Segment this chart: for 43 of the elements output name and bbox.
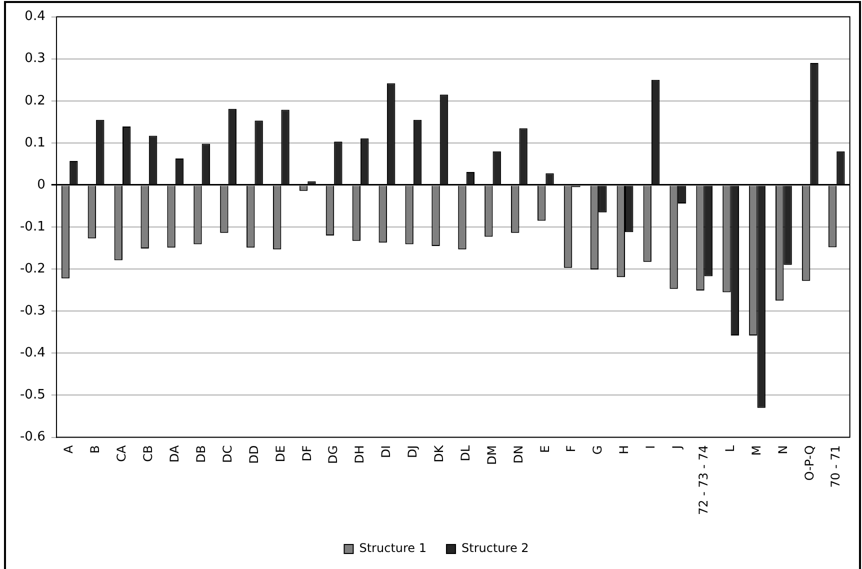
x-tick-label: I (644, 445, 658, 449)
x-tick-label: H (617, 445, 632, 454)
x-tick-label: DL (458, 444, 472, 462)
x-tick-label: B (88, 445, 102, 454)
y-tick-label: -0.4 (20, 346, 46, 361)
x-tick-label: DA (168, 444, 182, 463)
x-tick-label: DC (220, 445, 234, 463)
y-tick-label: 0.1 (24, 135, 46, 150)
x-tick-label: J (670, 445, 684, 450)
x-tick-label: DN (511, 445, 526, 464)
y-tick-label: -0.6 (20, 430, 46, 445)
y-tick-label: 0.2 (24, 93, 46, 108)
x-tick-label: DD (246, 445, 261, 464)
x-tick-label: DB (194, 445, 208, 463)
x-tick-label: DJ (406, 445, 420, 458)
x-tick-label: DE (273, 445, 288, 462)
x-tick-label: CA (114, 444, 129, 462)
y-tick-label: -0.2 (20, 261, 46, 276)
x-tick-label: CB (141, 445, 156, 462)
y-tick-label: 0 (37, 177, 46, 192)
y-tick-label: -0.3 (20, 304, 46, 319)
x-tick-label: A (62, 444, 76, 454)
x-tick-label: DK (432, 444, 446, 462)
y-tick-label: -0.5 (20, 388, 46, 403)
x-tick-label: 70 - 71 (828, 445, 843, 488)
x-tick-label: F (564, 445, 578, 452)
x-tick-label: DH (352, 445, 367, 464)
y-tick-label: 0.3 (24, 51, 46, 66)
x-tick-label: G (590, 445, 605, 455)
x-tick-label: L (722, 444, 737, 452)
x-tick-label: DG (326, 445, 340, 464)
legend-label: Structure 2 (462, 541, 529, 556)
x-tick-label: M (749, 445, 764, 456)
x-tick-label: DI (379, 445, 394, 458)
x-tick-label: E (538, 445, 552, 453)
x-tick-label: DM (484, 445, 499, 465)
x-tick-label: N (776, 445, 790, 454)
y-tick-label: 0.4 (24, 9, 46, 24)
legend-label: Structure 1 (359, 541, 427, 556)
y-tick-label: -0.1 (20, 219, 46, 234)
x-tick-label: O-P-Q (802, 445, 816, 481)
x-tick-label: DF (300, 445, 314, 462)
x-tick-label: 72 - 73 - 74 (696, 445, 710, 516)
